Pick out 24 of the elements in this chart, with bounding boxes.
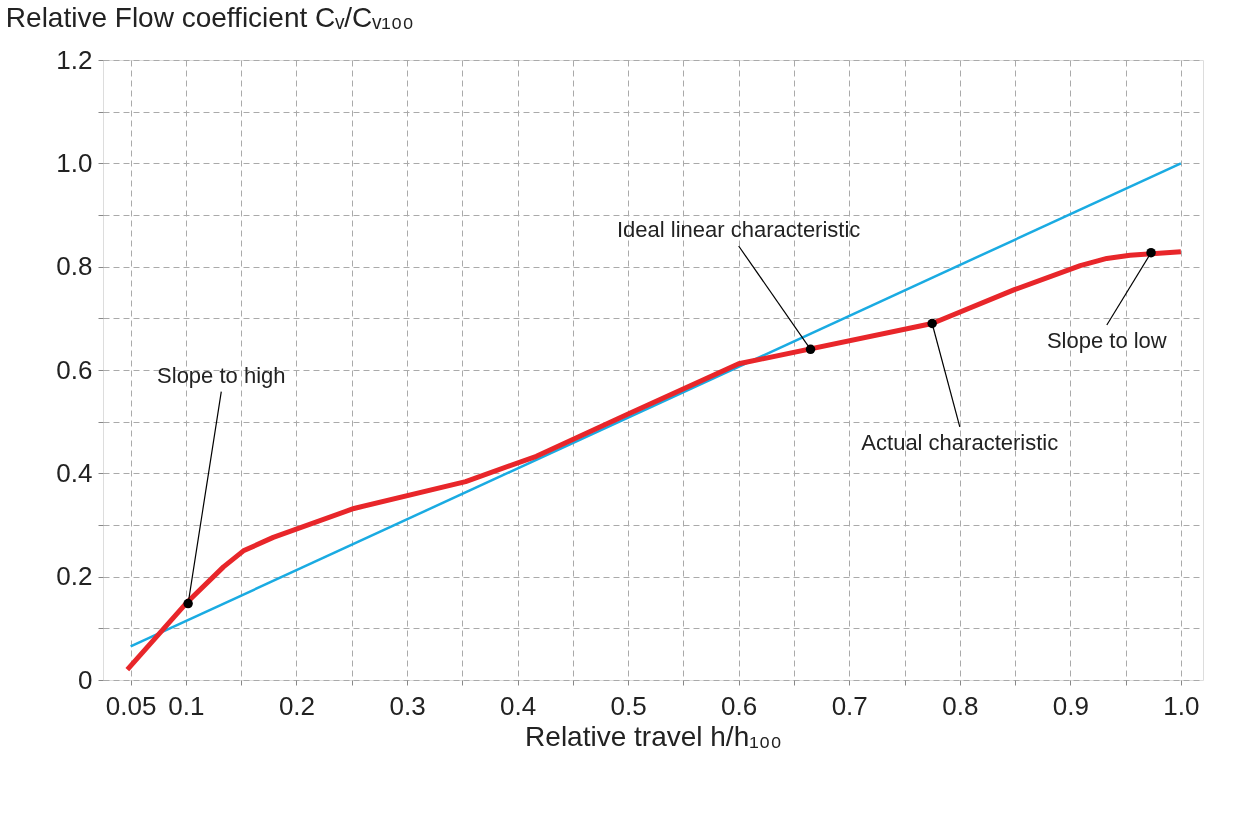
y-tick-label: 0 (78, 664, 93, 695)
x-tick-label: 0.8 (942, 690, 979, 721)
annotation: Slope to high (157, 362, 286, 388)
annotation: Slope to low (1046, 328, 1167, 354)
y-tick-label: 1.0 (56, 147, 93, 178)
x-tick-label: 1.0 (1163, 690, 1200, 721)
x-tick-label: 0.4 (499, 690, 537, 721)
chart-title: Relative Flow coefficient Cᵥ/Cᵥ₁₀₀ (5, 2, 414, 33)
y-tick-label: 1.2 (56, 44, 93, 75)
x-tick-label: 0.5 (610, 690, 647, 721)
y-tick-label: 0.6 (56, 354, 93, 385)
y-tick-label: 0.8 (56, 251, 93, 282)
annotation: Ideal linear characteristic (617, 217, 861, 242)
x-tick-label: 0.6 (721, 690, 758, 721)
x-tick-label: 0.3 (389, 690, 426, 721)
x-tick-label: 0.7 (831, 690, 868, 721)
y-tick-label: 0.4 (56, 457, 93, 488)
x-tick-label: 0.05 (105, 690, 157, 721)
annotation: Actual characteristic (861, 429, 1059, 455)
x-tick-label: 0.1 (168, 690, 205, 721)
x-tick-label: 0.2 (278, 690, 316, 721)
x-axis-title: Relative travel h/h₁₀₀ (525, 720, 782, 752)
x-tick-label: 0.9 (1052, 690, 1089, 721)
y-tick-label: 0.2 (56, 561, 93, 592)
